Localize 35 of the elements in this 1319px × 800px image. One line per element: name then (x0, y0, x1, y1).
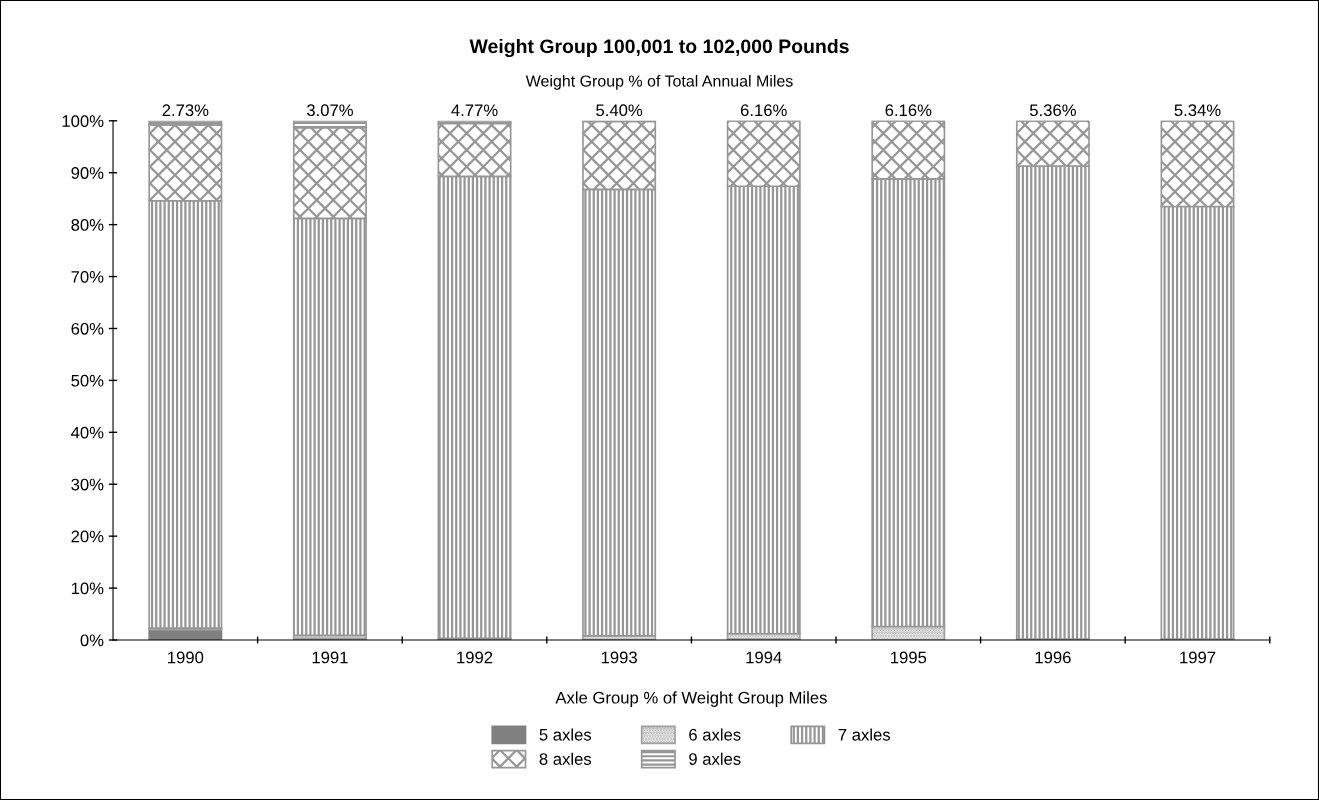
x-tick-label: 1990 (168, 651, 204, 664)
legend-label: 8 axles (539, 752, 592, 765)
x-tick-label: 1995 (891, 651, 927, 664)
legend-title: Axle Group % of Weight Group Miles (555, 691, 827, 707)
y-tick-label: 70% (71, 270, 104, 283)
y-tick-label: 20% (71, 530, 104, 543)
legend-label: 7 axles (838, 728, 891, 741)
annotation: 5.36% (1029, 104, 1076, 117)
annotation: 5.34% (1174, 104, 1221, 117)
x-tick-label: 1991 (312, 651, 348, 664)
x-tick-label: 1993 (601, 651, 637, 664)
y-tick-label: 80% (71, 219, 104, 231)
legend-label: 9 axles (689, 752, 741, 765)
y-tick-label: 0% (80, 634, 104, 647)
x-tick-label: 1997 (1180, 651, 1216, 664)
annotation: 4.77% (451, 104, 498, 117)
x-tick-label: 1996 (1035, 651, 1071, 664)
y-tick-label: 10% (71, 582, 104, 595)
y-tick-label: 100% (62, 115, 104, 127)
y-tick-label: 40% (71, 426, 104, 439)
chart-subtitle: Weight Group % of Total Annual Miles (525, 74, 793, 90)
annotation: 2.73% (162, 104, 209, 117)
legend-label: 5 axles (539, 728, 592, 741)
legend-label: 6 axles (689, 728, 741, 741)
annotation: 6.16% (740, 104, 787, 117)
y-tick-label: 30% (71, 478, 104, 491)
x-tick-label: 1994 (746, 651, 782, 664)
annotation: 6.16% (885, 104, 932, 117)
chart-title: Weight Group 100,001 to 102,000 Pounds (469, 38, 849, 58)
y-tick-label: 60% (71, 322, 104, 335)
x-tick-label: 1992 (457, 651, 493, 664)
annotation: 3.07% (306, 104, 353, 117)
y-tick-label: 50% (71, 374, 104, 387)
y-tick-label: 90% (71, 167, 104, 179)
annotation: 5.40% (596, 104, 643, 117)
